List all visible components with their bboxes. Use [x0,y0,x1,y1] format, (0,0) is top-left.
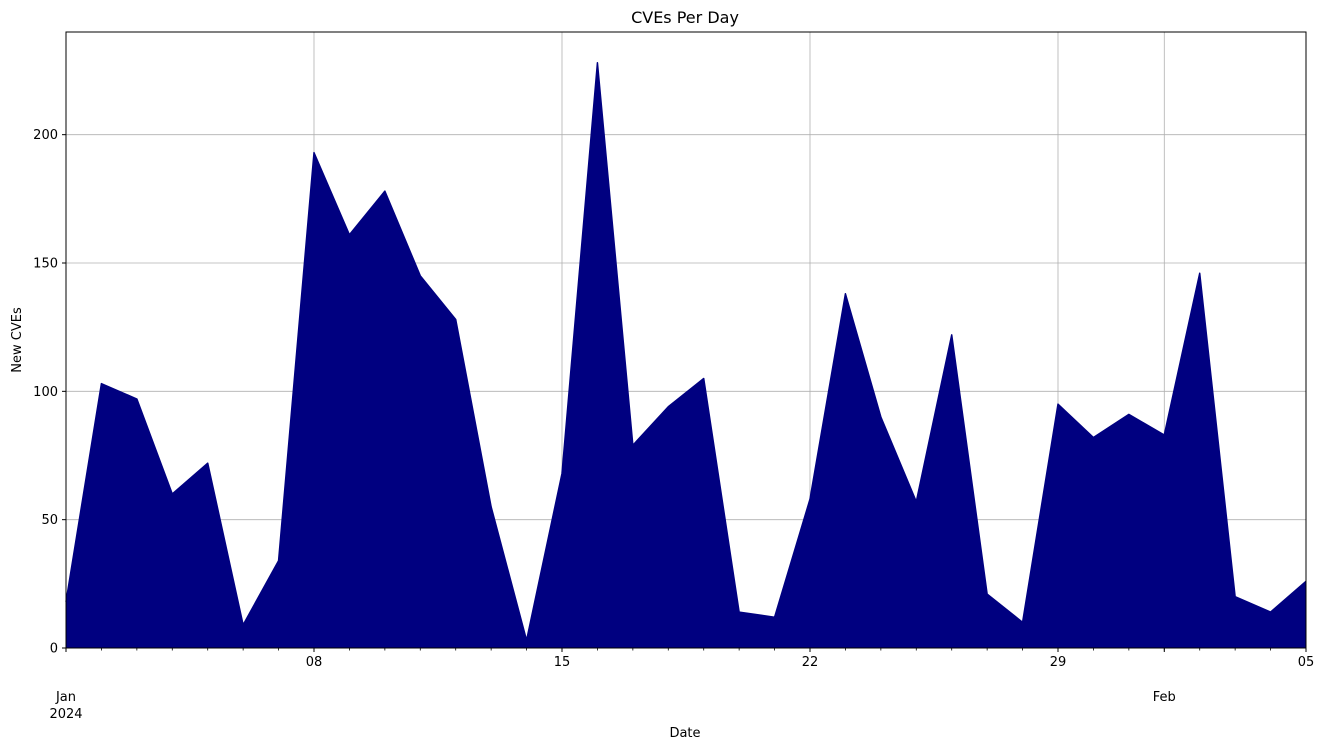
x-tick-label: Feb [1153,690,1176,705]
plot-frame [65,31,1307,649]
x-tick-label: 29 [1050,655,1067,670]
y-tick-label: 50 [41,513,58,528]
y-tick-label: 200 [33,128,58,143]
x-tick-label-line: 08 [306,655,323,670]
x-tick-label: 15 [554,655,571,670]
y-tick-label: 150 [33,257,58,272]
y-axis-label: New CVEs [10,307,25,373]
x-axis-label: Date [669,726,700,741]
area-layer [65,62,1307,649]
ticks: 0 50 100 150 200 Jan 2024 08 15 22 29 Feb 05 [33,128,1314,722]
x-tick-label: 05 [1298,655,1315,670]
x-tick-label-line: 05 [1298,655,1315,670]
chart-title: CVEs Per Day [631,8,739,27]
x-tick-label-line: 29 [1050,655,1067,670]
axes [65,31,1307,649]
x-tick-label-line: Jan [55,690,76,705]
y-tick-label: 0 [50,642,58,657]
cves-line [65,62,1307,642]
x-tick-label: Jan 2024 [49,690,82,722]
x-tick-label-line: 22 [802,655,819,670]
y-tick-label: 100 [33,385,58,400]
x-tick-label-line: 2024 [49,707,82,722]
x-tick-label-line: Feb [1153,690,1176,705]
x-tick-label: 08 [306,655,323,670]
x-tick-label: 22 [802,655,819,670]
x-tick-label-line: 15 [554,655,571,670]
cves-area [66,62,1306,649]
